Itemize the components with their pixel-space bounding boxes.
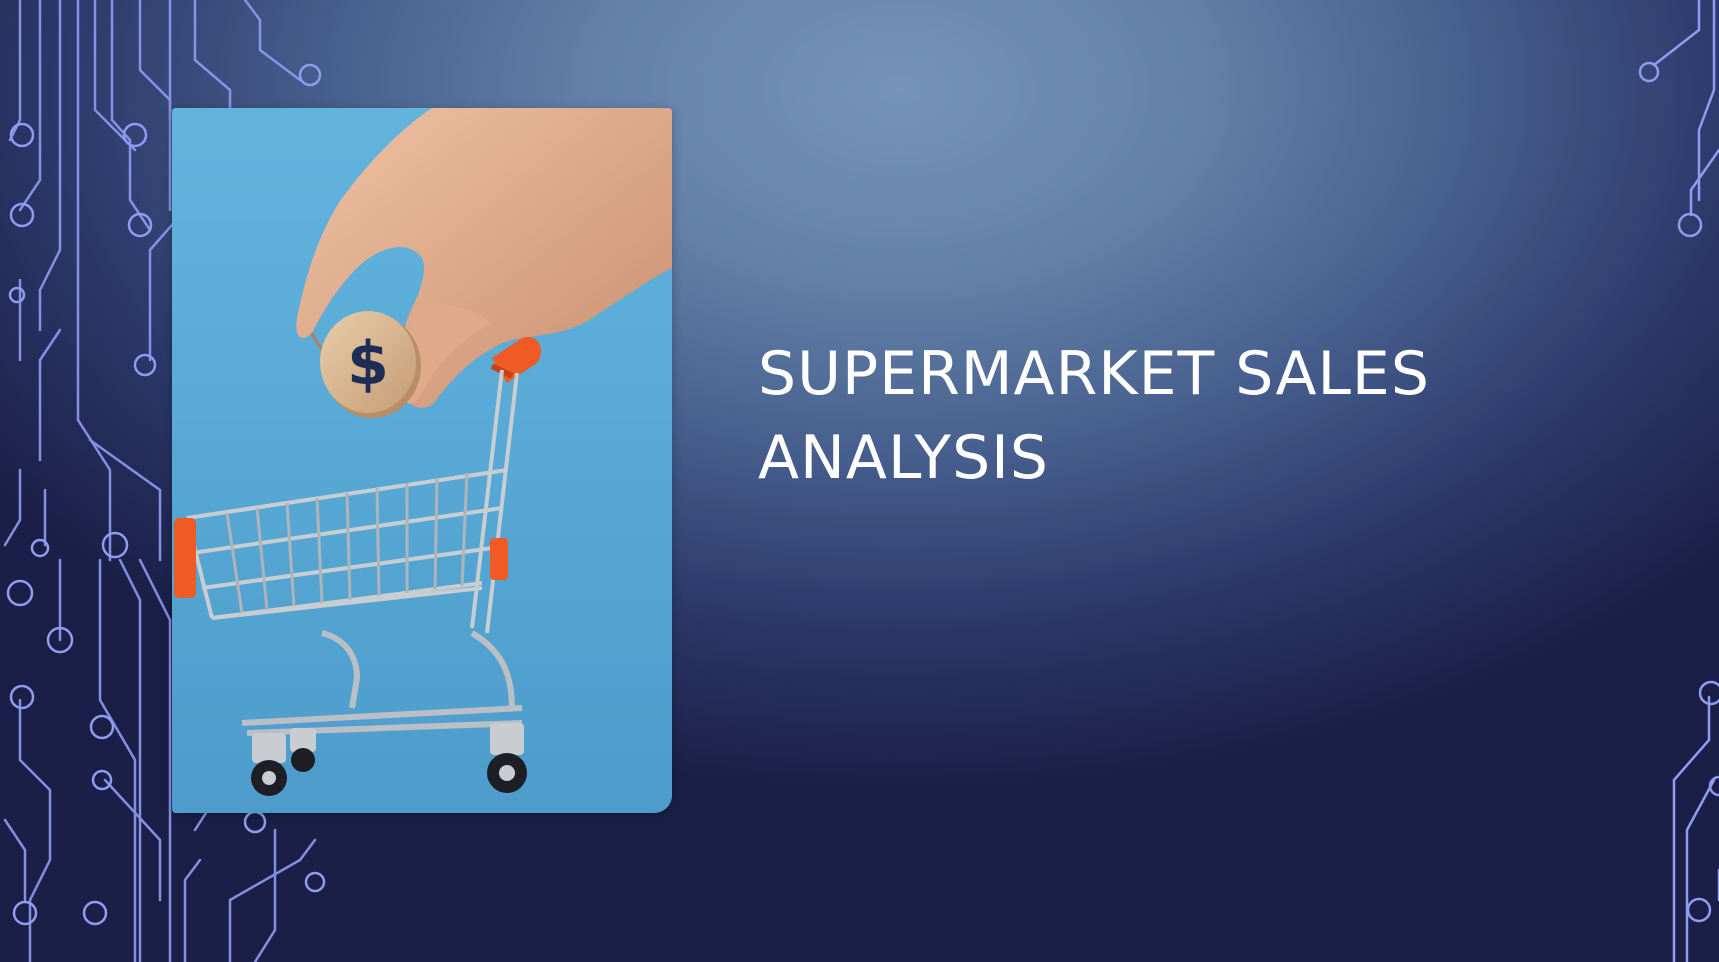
- slide-title: SUPERMARKET SALES ANALYSIS: [758, 339, 1430, 493]
- shopping-cart-icon: $: [172, 108, 672, 813]
- circuit-decoration-left: [3, 0, 326, 962]
- dollar-coin-icon: $: [320, 311, 421, 418]
- hand-shape: [296, 108, 672, 408]
- coin-symbol: $: [347, 329, 389, 399]
- cart-wheels: [251, 723, 527, 796]
- circuit-decoration-right: [1638, 0, 1719, 962]
- shopping-cart-photo: $: [172, 108, 672, 813]
